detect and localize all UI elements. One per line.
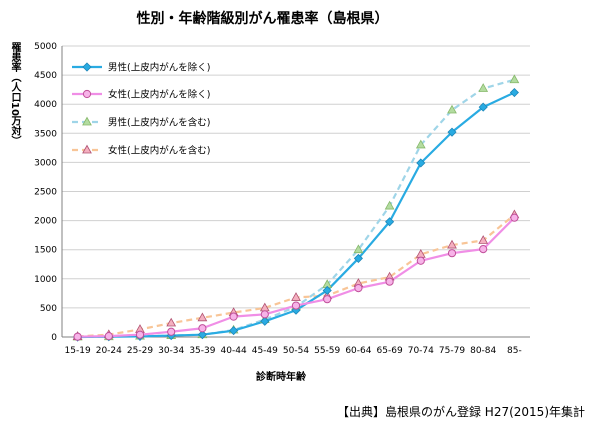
x-tick-label: 50-54 (283, 346, 309, 356)
legend-marker (82, 89, 92, 99)
legend-marker (82, 144, 92, 154)
y-tick-label: 5000 (34, 42, 57, 52)
y-tick-label: 0 (51, 333, 57, 343)
data-point (323, 295, 332, 304)
data-point (198, 324, 207, 333)
x-tick-label: 75-79 (439, 346, 465, 356)
x-tick-label: 35-39 (189, 346, 215, 356)
data-point (478, 102, 488, 112)
series-line (77, 213, 516, 338)
x-tick-label: 65-69 (377, 346, 403, 356)
legend-label: 男性(上皮内がんを含む) (108, 117, 210, 129)
data-point (415, 139, 426, 149)
legend-label: 男性(上皮内がんを除く) (108, 62, 210, 74)
series-line (77, 216, 516, 338)
data-point (447, 249, 457, 258)
data-point (353, 253, 363, 263)
x-tick-label: 60-64 (345, 346, 371, 356)
x-tick-label: 30-34 (158, 346, 184, 356)
data-point (385, 277, 394, 286)
legend-marker (82, 116, 92, 126)
legend-label: 女性(上皮内がんを除く) (108, 89, 210, 101)
x-tick-label: 45-49 (252, 346, 278, 356)
data-point (447, 239, 457, 249)
data-point (384, 200, 395, 210)
data-point (260, 310, 269, 319)
x-tick-label: 40-44 (221, 346, 247, 356)
y-tick-label: 4000 (34, 100, 57, 110)
data-point (447, 104, 457, 114)
x-tick-label: 85- (507, 346, 522, 356)
y-tick-label: 1500 (34, 246, 57, 256)
data-point (478, 83, 489, 92)
data-point (197, 312, 208, 322)
data-point (416, 256, 425, 265)
data-point (354, 284, 363, 293)
data-point (260, 316, 270, 326)
data-point (197, 330, 207, 340)
data-point (478, 235, 489, 244)
data-point (73, 332, 82, 341)
data-point (510, 213, 519, 222)
data-point (229, 312, 238, 321)
x-tick-label: 70-74 (408, 346, 434, 356)
y-tick-label: 1000 (34, 275, 57, 285)
legend-marker (82, 62, 92, 72)
data-point (135, 330, 145, 339)
source-note: 【出典】島根県のがん登録 H27(2015)年集計 (336, 405, 585, 419)
data-point (291, 292, 301, 301)
data-point (509, 87, 519, 98)
x-axis-label: 診断時年齢 (256, 372, 306, 383)
data-point (229, 326, 239, 336)
x-tick-label: 25-29 (127, 346, 153, 356)
data-point (353, 244, 364, 254)
data-point (167, 327, 176, 336)
chart-title: 性別・年齢階級別がん罹患率（島根県） (136, 11, 389, 27)
x-tick-label: 55-59 (314, 346, 340, 356)
x-tick-label: 20-24 (96, 346, 122, 356)
y-tick-label: 4500 (34, 71, 57, 81)
y-tick-label: 2000 (34, 217, 57, 227)
x-tick-label: 15-19 (65, 346, 91, 356)
y-tick-label: 3000 (34, 158, 57, 168)
data-point (416, 158, 426, 168)
data-point (479, 245, 488, 254)
y-tick-label: 500 (40, 304, 57, 314)
legend-label: 女性(上皮内がんを含む) (108, 145, 210, 157)
y-axis-label: 罹患率（人口10万対） (9, 42, 20, 146)
data-point (322, 285, 332, 296)
y-tick-label: 2500 (34, 188, 57, 198)
data-point (291, 301, 301, 310)
data-point (385, 217, 395, 227)
data-point (166, 317, 177, 327)
data-point (104, 332, 113, 341)
y-tick-label: 3500 (34, 129, 57, 139)
data-point (509, 74, 520, 84)
data-point (447, 127, 457, 137)
x-tick-label: 80-84 (470, 346, 496, 356)
